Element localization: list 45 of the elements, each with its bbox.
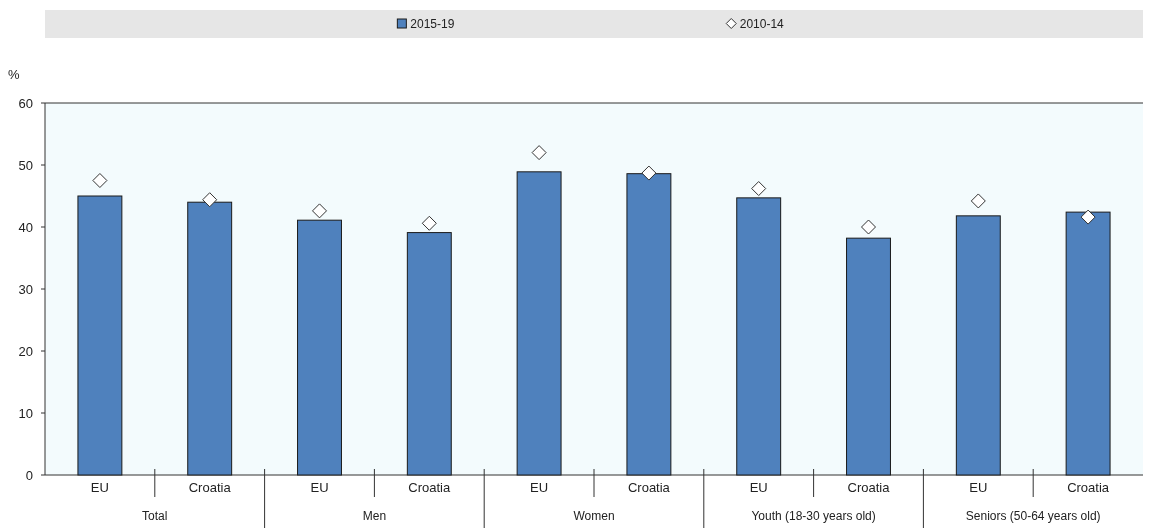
legend-label: 2010-14 — [739, 17, 785, 31]
point — [421, 215, 437, 231]
y-tick-label: 30 — [18, 281, 33, 297]
bar — [1065, 211, 1111, 476]
bar — [77, 195, 123, 476]
y-tick-label: 20 — [18, 343, 33, 359]
text: Total — [142, 509, 168, 523]
x-tick-label: Croatia — [847, 480, 891, 495]
x-tick-label: EU — [310, 480, 329, 495]
point — [92, 173, 108, 188]
point — [312, 203, 327, 219]
x-tick-label: EU — [90, 480, 109, 495]
legend-label: 2015-19 — [410, 17, 455, 31]
y-axis-title: % — [8, 67, 20, 82]
text: Seniors (50-64 years old) — [965, 509, 1101, 523]
y-tick-label: 0 — [25, 467, 33, 483]
point — [1080, 209, 1096, 225]
point — [751, 181, 767, 197]
text: Women — [573, 509, 615, 523]
point — [970, 193, 986, 209]
x-tick-label: EU — [530, 480, 549, 495]
bar — [406, 232, 452, 476]
bar — [736, 197, 782, 476]
x-tick-label: Croatia — [1067, 480, 1110, 495]
x-tick-label: Croatia — [188, 480, 232, 495]
y-tick-label: 10 — [18, 405, 33, 421]
bar — [187, 201, 233, 476]
point — [861, 219, 876, 235]
y-tick-label: 60 — [18, 95, 33, 111]
x-tick-label: EU — [969, 480, 988, 495]
text: Youth (18-30 years old) — [751, 509, 876, 523]
bar — [516, 171, 562, 476]
text: Men — [362, 509, 387, 523]
point — [202, 192, 218, 208]
bar — [846, 237, 891, 476]
point — [641, 165, 657, 181]
y-tick-label: 50 — [18, 157, 33, 173]
point — [531, 145, 547, 161]
bar — [626, 173, 672, 476]
x-tick-label: Croatia — [408, 480, 452, 495]
bar — [955, 215, 1001, 476]
x-tick-label: Croatia — [627, 480, 671, 495]
y-tick-label: 40 — [18, 219, 33, 235]
bar — [297, 219, 342, 476]
x-tick-label: EU — [749, 480, 768, 495]
